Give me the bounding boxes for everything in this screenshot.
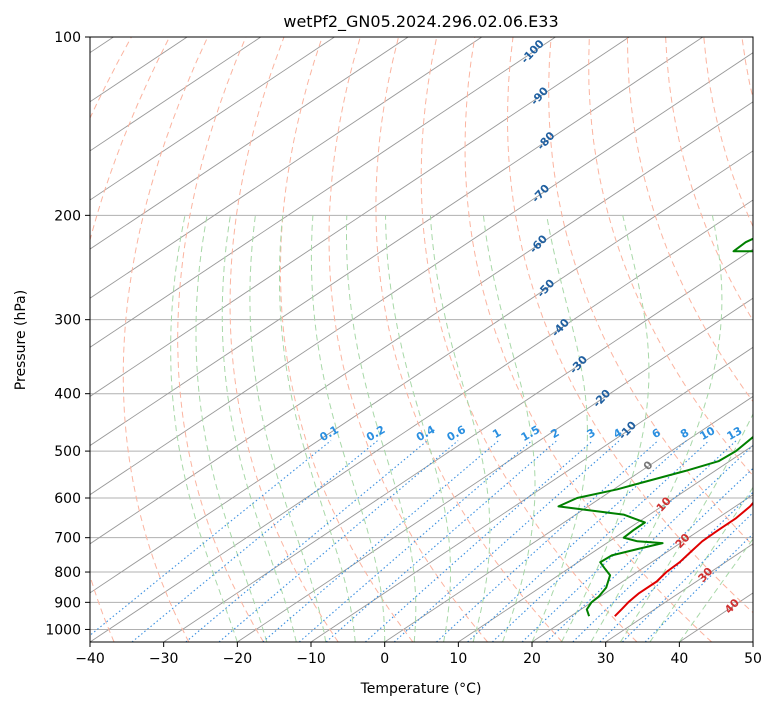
dry-adiabat-line <box>464 37 713 642</box>
plot-frame <box>89 36 754 643</box>
isotherm-line <box>90 37 335 201</box>
moist-adiabat-line <box>619 412 753 642</box>
mixing-ratio-line <box>436 440 659 642</box>
dry-adiabat-line <box>548 37 753 547</box>
dry-adiabat-line <box>375 37 563 642</box>
isotherm-line <box>90 37 483 299</box>
sounding-profiles <box>557 237 753 617</box>
mixing-ratio-line <box>90 440 332 637</box>
x-axis-title: Temperature (°C) <box>360 681 482 697</box>
isotherm-line <box>90 37 630 397</box>
dry-adiabat-line <box>420 37 638 642</box>
moist-adiabat-line <box>429 215 491 642</box>
moist-adiabat-line <box>170 215 238 642</box>
dry-adiabat-line <box>90 37 170 642</box>
moist-adiabat-line <box>561 215 650 642</box>
isotherm-line <box>310 346 753 642</box>
background-lines <box>90 37 753 642</box>
x-tick-label: 10 <box>449 651 467 667</box>
x-tick-label: 40 <box>670 651 688 667</box>
moist-adiabat-line <box>346 215 417 642</box>
mixing-ratio-line <box>364 440 594 642</box>
isotherm-line <box>90 37 409 250</box>
temperature-profile-line <box>614 501 753 617</box>
moist-adiabat-line <box>221 215 297 642</box>
axes: −40 −30 −20 −10 0 10 20 30 40 50 100 200 300 400 500 60… <box>45 30 762 667</box>
mixing-ratio-line <box>393 440 620 642</box>
y-tick-label: 200 <box>54 208 81 224</box>
isotherm-line <box>90 37 262 152</box>
moist-adiabat-line <box>482 215 536 642</box>
x-tick-label: 30 <box>597 651 615 667</box>
mixing-ratio-line <box>131 440 378 642</box>
moist-adiabat-line <box>590 215 723 642</box>
chart-title: wetPf2_GN05.2024.296.02.06.E33 <box>283 12 558 32</box>
isotherm-line <box>90 199 753 642</box>
y-tick-label: 900 <box>54 595 81 611</box>
isotherm-line <box>163 248 753 642</box>
isotherm-line <box>237 297 753 642</box>
isotherm-line <box>384 395 753 642</box>
x-tick-label: −30 <box>149 651 179 667</box>
y-tick-label: 400 <box>54 387 81 403</box>
moist-adiabat-line <box>649 486 753 642</box>
y-tick-label: 800 <box>54 565 81 581</box>
dry-adiabat-line <box>665 37 753 322</box>
isotherm-line <box>90 101 753 545</box>
mixing-ratio-line <box>298 440 533 642</box>
x-tick-label: 0 <box>380 651 389 667</box>
dry-adiabat-line <box>279 37 414 642</box>
y-tick-label: 500 <box>54 444 81 460</box>
y-tick-label: 700 <box>54 531 81 547</box>
x-tick-label: 50 <box>744 651 762 667</box>
isotherm-line <box>90 37 556 348</box>
y-tick-label: 300 <box>54 313 81 329</box>
x-tick-label: −40 <box>75 651 105 667</box>
isotherm-line <box>458 445 753 642</box>
mixing-ratio-line <box>467 440 687 642</box>
dry-adiabat-line <box>328 37 488 642</box>
x-tick-label: 20 <box>523 651 541 667</box>
mixing-ratio-line <box>262 440 499 642</box>
mixing-ratio-line <box>572 467 753 642</box>
moist-adiabat-line <box>385 215 451 642</box>
moist-adiabat-line <box>678 538 753 642</box>
isotherm-line <box>90 150 753 594</box>
y-tick-label: 100 <box>54 30 81 46</box>
y-tick-label: 1000 <box>45 622 81 638</box>
x-tick-label: −20 <box>223 651 253 667</box>
dewpoint-profile-line <box>557 237 753 617</box>
isotherm-line <box>531 494 753 642</box>
dry-adiabat-line <box>229 37 339 642</box>
y-tick-label: 600 <box>54 491 81 507</box>
dry-adiabat-line <box>626 37 753 403</box>
dry-adiabat-line <box>506 37 753 614</box>
moist-adiabat-line <box>195 215 268 642</box>
mixing-ratio-line <box>218 440 459 642</box>
isotherm-line <box>90 37 704 447</box>
x-tick-label: −10 <box>296 651 326 667</box>
mixing-ratio-line <box>325 440 558 642</box>
y-axis-title: Pressure (hPa) <box>13 290 29 390</box>
dry-adiabat-line <box>122 37 209 642</box>
mixing-ratio-line <box>545 444 753 642</box>
isotherm-line <box>90 52 753 496</box>
